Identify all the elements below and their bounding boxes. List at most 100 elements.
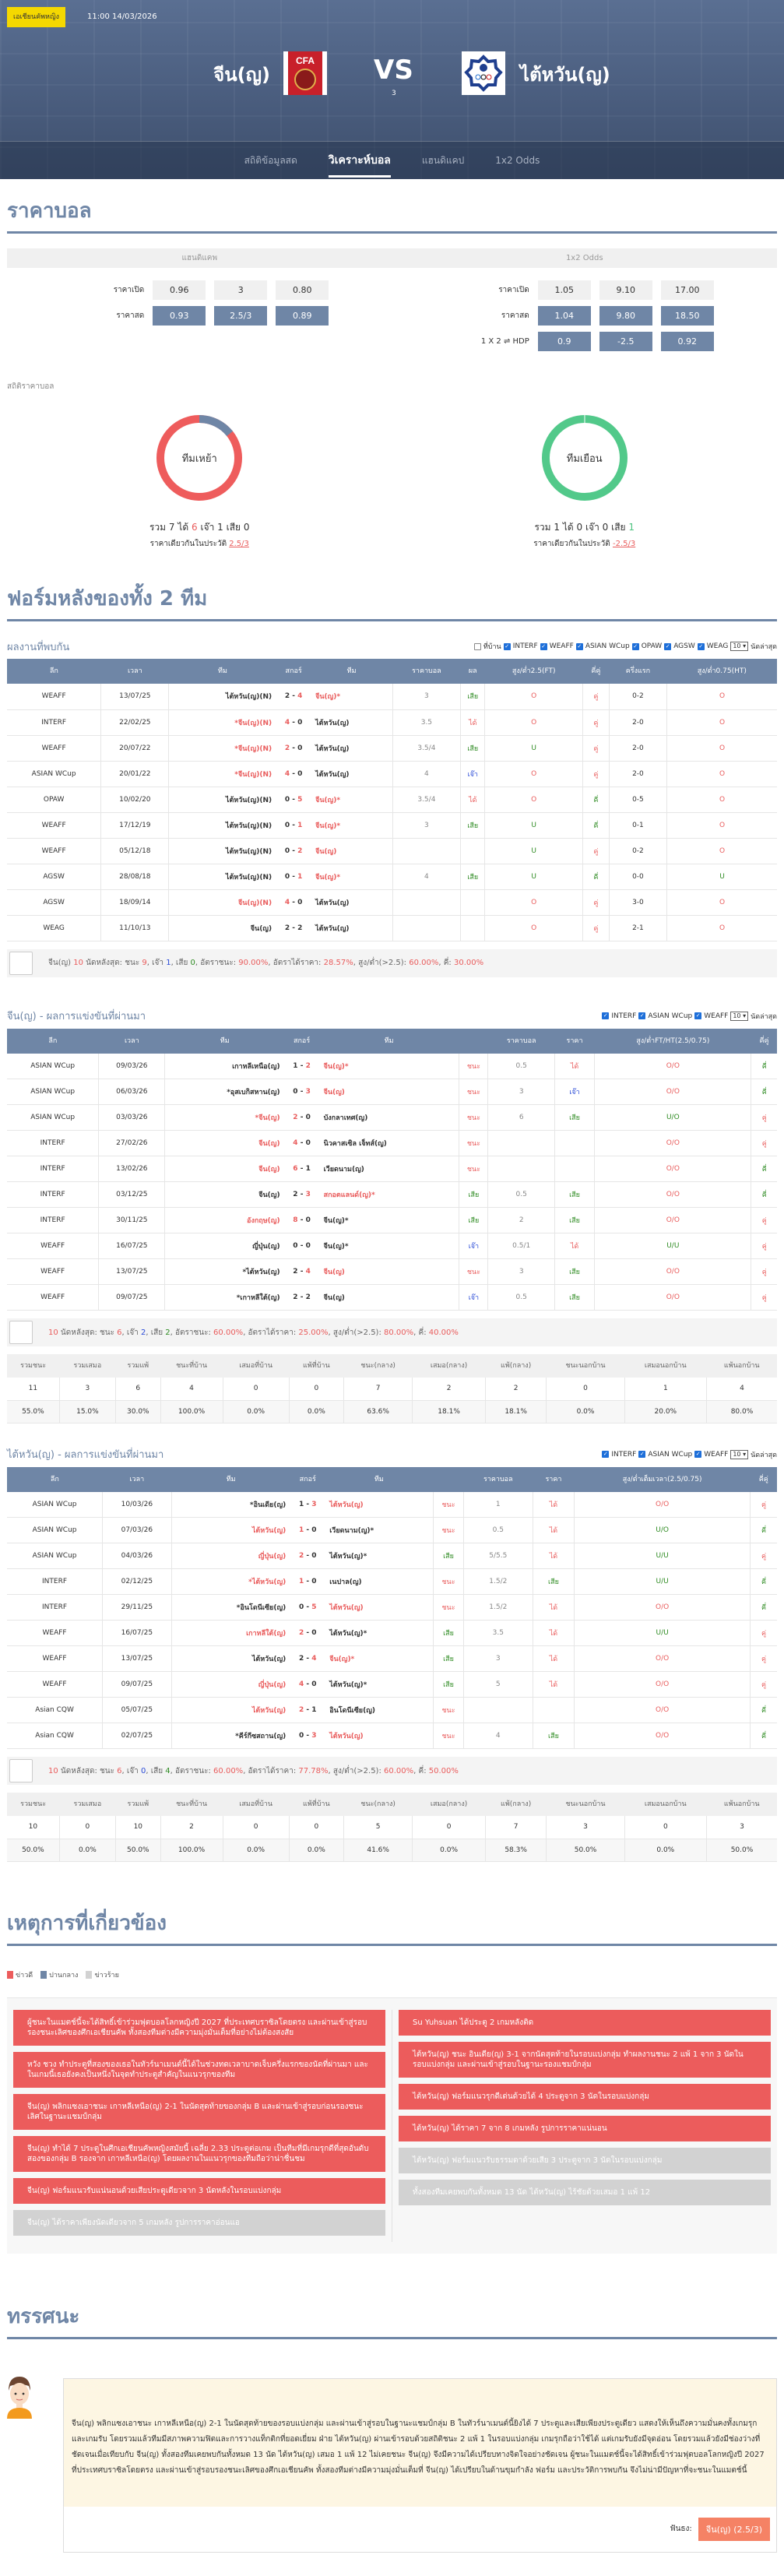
tab-handicap[interactable]: แฮนดิแคป: [421, 154, 465, 166]
home-team-cell[interactable]: *อินเดีย(ญ): [171, 1491, 291, 1518]
away-team-cell[interactable]: ไต้หวัน(ญ): [311, 761, 393, 787]
away-team-cell[interactable]: ไต้หวัน(ญ): [311, 915, 393, 941]
away-team-cell[interactable]: จีน(ญ)*: [311, 864, 393, 890]
filter-checkbox-interf[interactable]: ✓: [602, 1451, 610, 1458]
home-team-cell[interactable]: ไต้หวัน(ญ): [171, 1697, 291, 1723]
league-cell[interactable]: ASIAN WCup: [7, 1543, 104, 1569]
match-count-select[interactable]: 10 ▾: [730, 1449, 749, 1459]
league-cell[interactable]: INTERF: [7, 1594, 104, 1621]
league-cell[interactable]: WEAFF: [7, 1258, 100, 1285]
league-cell[interactable]: ASIAN WCup: [7, 1104, 100, 1131]
filter-checkbox-interf[interactable]: ✓: [503, 642, 511, 650]
filter-checkbox-weaff[interactable]: ✓: [540, 642, 547, 650]
filter-checkbox-agsw[interactable]: ✓: [664, 642, 672, 650]
league-cell[interactable]: ASIAN WCup: [7, 1079, 100, 1105]
home-team-name[interactable]: จีน(ญ): [213, 64, 270, 86]
home-team-cell[interactable]: จีน(ญ)(N): [168, 889, 277, 916]
league-cell[interactable]: INTERF: [7, 1130, 100, 1156]
pick-badge[interactable]: จีน(ญ) (2.5/3): [698, 2517, 770, 2541]
away-team-cell[interactable]: จีน(ญ)*: [318, 1233, 460, 1259]
home-team-cell[interactable]: *จีน(ญ): [164, 1104, 285, 1131]
league-badge[interactable]: เอเชียนคัพหญิง: [7, 7, 66, 27]
league-cell[interactable]: WEAFF: [7, 1233, 100, 1259]
home-team-cell[interactable]: ไต้หวัน(ญ)(N): [168, 684, 277, 710]
filter-checkbox-weaff[interactable]: ✓: [694, 1012, 702, 1019]
away-team-cell[interactable]: เวียดนาม(ญ): [318, 1156, 460, 1182]
filter-checkbox-asian-wcup[interactable]: ✓: [575, 642, 583, 650]
league-cell[interactable]: INTERF: [7, 1181, 100, 1208]
home-team-cell[interactable]: เกาหลีใต้(ญ): [171, 1620, 291, 1646]
league-cell[interactable]: Asian CQW: [7, 1723, 104, 1749]
away-team-cell[interactable]: จีน(ญ)*: [311, 684, 393, 710]
away-team-logo[interactable]: [462, 51, 505, 95]
away-team-cell[interactable]: สกอตแลนด์(ญ)*: [318, 1181, 460, 1208]
away-team-name[interactable]: ไต้หวัน(ญ): [520, 64, 610, 86]
tab-analysis[interactable]: วิเคราะห์บอล: [328, 142, 391, 180]
away-team-cell[interactable]: ไต้หวัน(ญ): [325, 1594, 434, 1621]
league-cell[interactable]: INTERF: [7, 1207, 100, 1233]
home-team-cell[interactable]: ญี่ปุ่น(ญ): [171, 1543, 291, 1569]
league-cell[interactable]: WEAFF: [7, 735, 102, 762]
filter-checkbox-asian-wcup[interactable]: ✓: [638, 1012, 646, 1019]
away-team-cell[interactable]: ไต้หวัน(ญ): [311, 889, 393, 916]
away-team-cell[interactable]: จีน(ญ): [318, 1258, 460, 1285]
league-cell[interactable]: ASIAN WCup: [7, 1491, 104, 1518]
home-team-cell[interactable]: *จีน(ญ)(N): [168, 735, 277, 762]
home-team-cell[interactable]: *ไต้หวัน(ญ): [164, 1258, 285, 1285]
filter-checkbox-asian-wcup[interactable]: ✓: [638, 1451, 646, 1458]
league-cell[interactable]: AGSW: [7, 889, 102, 916]
away-team-cell[interactable]: จีน(ญ): [318, 1079, 460, 1105]
home-team-cell[interactable]: *เกาหลีใต้(ญ): [164, 1284, 285, 1311]
away-team-cell[interactable]: จีน(ญ)*: [325, 1645, 434, 1672]
filter-checkbox-weaff[interactable]: ✓: [694, 1451, 702, 1458]
filter-checkbox-interf[interactable]: ✓: [602, 1012, 610, 1019]
home-team-cell[interactable]: ไต้หวัน(ญ)(N): [168, 812, 277, 839]
away-team-cell[interactable]: จีน(ญ): [318, 1284, 460, 1311]
league-cell[interactable]: INTERF: [7, 709, 102, 736]
match-count-select[interactable]: 10 ▾: [730, 1011, 749, 1021]
home-team-cell[interactable]: ไต้หวัน(ญ)(N): [168, 787, 277, 813]
home-team-cell[interactable]: ไต้หวัน(ญ): [171, 1645, 291, 1672]
league-cell[interactable]: INTERF: [7, 1568, 104, 1595]
league-cell[interactable]: WEAFF: [7, 684, 102, 710]
away-team-cell[interactable]: จีน(ญ): [311, 838, 393, 864]
away-team-cell[interactable]: ไต้หวัน(ญ): [325, 1491, 434, 1518]
league-cell[interactable]: WEAFF: [7, 1671, 104, 1698]
away-team-cell[interactable]: นิวคาสเซิล เจ็ทส์(ญ): [318, 1130, 460, 1156]
home-team-logo[interactable]: CFA: [283, 51, 327, 95]
league-cell[interactable]: WEAFF: [7, 1284, 100, 1311]
history-link[interactable]: 2.5/3: [229, 540, 249, 548]
league-cell[interactable]: ASIAN WCup: [7, 1053, 100, 1079]
away-team-cell[interactable]: จีน(ญ)*: [311, 812, 393, 839]
league-cell[interactable]: ASIAN WCup: [7, 1517, 104, 1543]
away-team-cell[interactable]: จีน(ญ)*: [311, 787, 393, 813]
history-link[interactable]: -2.5/3: [612, 540, 636, 548]
away-team-cell[interactable]: บังกลาเทศ(ญ): [318, 1104, 460, 1131]
home-team-cell[interactable]: ญี่ปุ่น(ญ): [164, 1233, 285, 1259]
home-team-cell[interactable]: จีน(ญ): [168, 915, 277, 941]
home-team-cell[interactable]: *อุสเบกิสหาน(ญ): [164, 1079, 285, 1105]
league-cell[interactable]: INTERF: [7, 1156, 100, 1182]
away-team-cell[interactable]: ไต้หวัน(ญ): [325, 1723, 434, 1749]
league-cell[interactable]: AGSW: [7, 864, 102, 890]
home-team-cell[interactable]: ญี่ปุ่น(ญ): [171, 1671, 291, 1698]
filter-checkbox-opaw[interactable]: ✓: [631, 642, 639, 650]
home-team-cell[interactable]: *คีร์กีซสถาน(ญ): [171, 1723, 291, 1749]
filter-checkbox-weag[interactable]: ✓: [697, 642, 705, 650]
league-cell[interactable]: WEAFF: [7, 812, 102, 839]
away-team-cell[interactable]: เวียดนาม(ญ)*: [325, 1517, 434, 1543]
home-team-cell[interactable]: ไต้หวัน(ญ): [171, 1517, 291, 1543]
home-team-cell[interactable]: *อินโดนีเซีย(ญ): [171, 1594, 291, 1621]
away-team-cell[interactable]: ไต้หวัน(ญ): [311, 735, 393, 762]
home-team-cell[interactable]: จีน(ญ): [164, 1181, 285, 1208]
filter-checkbox-ที่บ้าน[interactable]: [473, 642, 481, 650]
away-team-cell[interactable]: จีน(ญ)*: [318, 1053, 460, 1079]
league-cell[interactable]: WEAFF: [7, 838, 102, 864]
away-team-cell[interactable]: จีน(ญ)*: [318, 1207, 460, 1233]
home-team-cell[interactable]: *ไต้หวัน(ญ): [171, 1568, 291, 1595]
away-team-cell[interactable]: อินโดนีเซีย(ญ): [325, 1697, 434, 1723]
away-team-cell[interactable]: ไต้หวัน(ญ): [311, 709, 393, 736]
away-team-cell[interactable]: ไต้หวัน(ญ)*: [325, 1620, 434, 1646]
away-team-cell[interactable]: เนปาล(ญ): [325, 1568, 434, 1595]
home-team-cell[interactable]: จีน(ญ): [164, 1130, 285, 1156]
